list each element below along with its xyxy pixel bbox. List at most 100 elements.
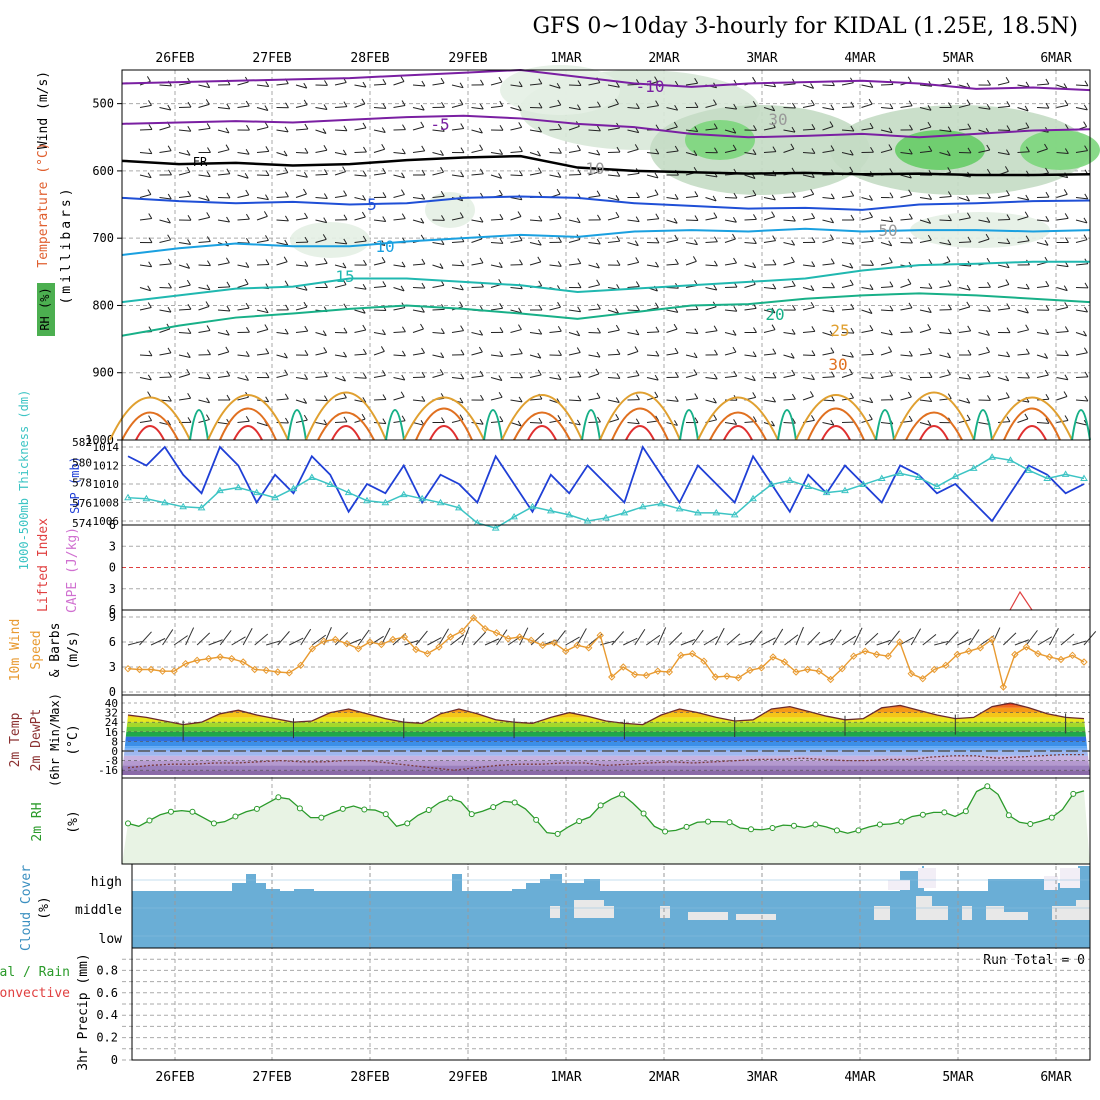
wind-barb-feather (753, 327, 757, 333)
panel-frame (131, 947, 1091, 1061)
wind-barb (295, 217, 308, 221)
wind-barb (685, 373, 698, 378)
wind-barb-feather (1006, 101, 1011, 107)
wind-barb-feather (947, 239, 952, 245)
wind-barb-feather (460, 349, 465, 356)
wind-barb-feather (1004, 166, 1009, 172)
wind-barb-feather (382, 394, 387, 400)
wind-barb-feather (304, 123, 309, 130)
wind-barb (198, 240, 211, 243)
wind-barb-feather (401, 415, 406, 422)
wind-barb (822, 422, 834, 426)
wind-barb (529, 261, 541, 266)
wind-barb (744, 194, 757, 198)
wind-barb-feather (440, 126, 445, 132)
wind-barb (432, 242, 445, 245)
wind10-marker (492, 629, 501, 637)
wind-barb (1075, 309, 1088, 313)
wind-barb (510, 329, 522, 333)
wind-barb (490, 420, 503, 423)
wind-barb (354, 84, 367, 88)
wind-barb-feather (947, 352, 951, 359)
wind-barb-feather (811, 148, 816, 154)
date-label-bottom: 1MAR (550, 1070, 581, 1085)
wind-barb (412, 126, 424, 131)
p1-wind-label: Wind (m/s) (36, 71, 51, 149)
wind-barb (861, 197, 873, 201)
wind-barb-feather (459, 212, 464, 218)
wind10-marker (1034, 649, 1042, 658)
slp-tick-label: 1012 (93, 460, 120, 473)
wind-barb-feather (226, 168, 231, 175)
wind-barb (295, 377, 308, 380)
wind-barb-feather (1084, 80, 1089, 87)
wind10-marker (135, 665, 144, 674)
wind10-marker (1011, 650, 1019, 659)
wind-barb-feather (440, 166, 444, 173)
wind-barb (178, 129, 191, 132)
wind-barb-feather (1083, 104, 1088, 111)
wind-barb-feather (1045, 167, 1049, 174)
wind-barb (880, 351, 892, 356)
wind-barb-feather (694, 215, 699, 221)
wind-barb (334, 129, 347, 132)
isotherm-20-low (581, 409, 601, 441)
temp-band (122, 748, 1090, 751)
wind10-barb (1060, 633, 1075, 646)
wind-barb-feather (1064, 415, 1069, 421)
wind-barb-feather (1045, 78, 1050, 85)
wind-barb-feather (889, 305, 894, 312)
wind-barb-feather (1083, 121, 1088, 127)
wind-barb (315, 219, 327, 224)
wind-barb-feather (459, 284, 464, 291)
wind-barb-feather (363, 372, 367, 379)
rh-marker (296, 805, 303, 812)
wind-barb-feather (712, 397, 717, 404)
wind-barb (393, 307, 405, 311)
wind-barb-feather (459, 99, 464, 105)
wind-barb-feather (908, 100, 913, 107)
wind-barb-feather (694, 239, 698, 245)
wind-barb-feather (167, 104, 172, 111)
rh-marker (511, 799, 518, 806)
wind-barb-feather (147, 302, 152, 308)
wind-barb-feather (480, 79, 484, 86)
wind-barb-feather (849, 351, 854, 358)
wind-barb-feather (1025, 283, 1030, 290)
isotherm-25 (599, 391, 681, 441)
rh-marker (1027, 820, 1034, 827)
wind-barb (997, 421, 1010, 423)
wind-barb-feather (830, 347, 835, 353)
wind-barb-feather (1063, 391, 1068, 397)
wind-barb-feather (402, 124, 406, 130)
wind-barb (354, 287, 367, 290)
wind-barb-feather (577, 395, 582, 402)
wind-barb-feather (967, 349, 972, 356)
thickness-marker (822, 488, 831, 496)
wind-barb (334, 397, 347, 401)
wind-barb-feather (811, 350, 816, 356)
wind-barb (276, 374, 288, 378)
wind-barb (159, 287, 172, 289)
wind-barb (724, 375, 737, 378)
wind10-barb (922, 634, 937, 646)
rh-marker (554, 830, 561, 837)
wind-barb (1075, 376, 1088, 378)
wind-barb (471, 173, 484, 176)
wind-barb (607, 197, 620, 201)
date-label-bottom: 4MAR (844, 1070, 875, 1085)
wind-barb-feather (693, 352, 698, 358)
wind-barb-feather (888, 144, 893, 150)
wind-barb (627, 351, 639, 356)
wind-barb-feather (615, 211, 620, 218)
wind-barb (685, 242, 698, 246)
wind-barb (802, 330, 815, 333)
wind-barb (334, 284, 347, 288)
wind-barb-feather (459, 414, 464, 420)
wind-barb-feather (304, 325, 309, 332)
slp-tick-label: 1010 (93, 478, 120, 491)
wind-barb (510, 197, 523, 201)
wind10-barb (726, 633, 741, 646)
wind-barb-feather (616, 259, 621, 266)
wind-barb (841, 332, 854, 334)
